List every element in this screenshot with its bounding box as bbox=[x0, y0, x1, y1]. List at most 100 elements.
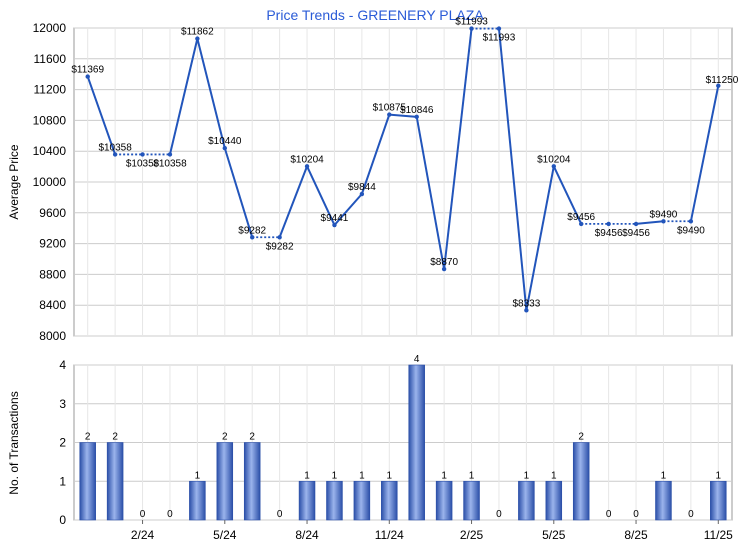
transactions-data-label: 0 bbox=[277, 509, 283, 520]
price-line-segment bbox=[525, 166, 555, 311]
transactions-data-label: 1 bbox=[524, 470, 530, 481]
price-data-label: $10358 bbox=[153, 158, 187, 169]
transactions-data-label: 0 bbox=[167, 509, 173, 520]
price-line-segment bbox=[415, 116, 446, 270]
price-data-label: $10440 bbox=[208, 136, 242, 147]
price-point bbox=[85, 74, 90, 79]
price-line-segment bbox=[689, 85, 720, 222]
transactions-bar bbox=[572, 442, 590, 521]
transactions-y-tick-label: 2 bbox=[59, 436, 66, 450]
price-point bbox=[688, 219, 694, 224]
price-point bbox=[332, 222, 337, 228]
price-data-label: $10358 bbox=[98, 142, 132, 153]
transactions-y-tick-label: 4 bbox=[59, 358, 66, 372]
transactions-data-label: 1 bbox=[304, 470, 310, 481]
price-point bbox=[661, 219, 666, 224]
price-point bbox=[551, 164, 556, 169]
count-y-axis-label: No. of Transactions bbox=[7, 391, 21, 494]
price-line-segment bbox=[306, 165, 336, 226]
price-point bbox=[387, 112, 392, 117]
price-y-tick-label: 10000 bbox=[33, 175, 67, 189]
price-y-axis-label: Average Price bbox=[7, 144, 21, 219]
price-point bbox=[524, 308, 529, 313]
transactions-data-label: 1 bbox=[551, 470, 557, 481]
transactions-data-label: 0 bbox=[688, 509, 694, 520]
price-y-tick-label: 11200 bbox=[34, 83, 67, 97]
price-y-tick-label: 9600 bbox=[39, 206, 66, 220]
price-point bbox=[304, 164, 310, 169]
price-panel: Average Price 8000 8400 8800 9200 9600 10000 1… bbox=[7, 17, 739, 343]
transactions-bar bbox=[710, 480, 727, 521]
price-data-label: $9456 bbox=[595, 228, 623, 239]
transactions-bar bbox=[463, 480, 480, 521]
x-axis-tick-label: 8/24 bbox=[295, 528, 319, 542]
transactions-bar bbox=[353, 480, 371, 521]
transactions-data-label: 1 bbox=[469, 470, 475, 481]
transactions-bar bbox=[79, 442, 96, 521]
transactions-bar bbox=[435, 480, 453, 521]
transactions-bar bbox=[298, 480, 316, 521]
price-point bbox=[633, 221, 639, 227]
price-data-label: $11250 bbox=[706, 75, 739, 86]
transactions-data-label: 2 bbox=[578, 432, 584, 443]
price-point bbox=[716, 83, 721, 88]
price-y-tick-label: 8000 bbox=[39, 329, 66, 343]
price-data-label: $9282 bbox=[238, 225, 266, 236]
price-point bbox=[359, 191, 365, 197]
transactions-data-label: 1 bbox=[441, 470, 447, 481]
price-point bbox=[112, 152, 118, 157]
price-point bbox=[606, 221, 611, 227]
transactions-data-label: 2 bbox=[222, 432, 228, 443]
transactions-data-label: 1 bbox=[332, 470, 338, 481]
price-y-tick-label: 12000 bbox=[33, 21, 67, 35]
price-data-label: $10875 bbox=[373, 103, 407, 114]
transactions-data-label: 1 bbox=[359, 470, 365, 481]
transactions-data-label: 4 bbox=[414, 354, 420, 365]
price-data-label: $11993 bbox=[455, 17, 488, 28]
x-axis-tick-label: 2/24 bbox=[131, 528, 155, 542]
x-axis-tick-label: 8/25 bbox=[624, 528, 648, 542]
x-axis-tick-label: 11/25 bbox=[704, 528, 733, 542]
transactions-data-label: 2 bbox=[112, 432, 118, 443]
transactions-bar bbox=[106, 442, 124, 521]
transactions-data-label: 0 bbox=[496, 509, 502, 520]
price-line-segment bbox=[278, 165, 308, 238]
price-y-tick-label: 10800 bbox=[33, 113, 67, 127]
price-data-label: $8870 bbox=[430, 257, 458, 268]
price-point bbox=[441, 266, 447, 272]
transactions-data-label: 0 bbox=[606, 509, 612, 520]
price-data-label: $9456 bbox=[622, 228, 650, 239]
price-line-segment bbox=[196, 38, 226, 149]
price-data-label: $9844 bbox=[348, 182, 376, 193]
x-axis-tick-label: 5/24 bbox=[213, 528, 237, 542]
price-data-label: $10204 bbox=[537, 154, 571, 165]
price-point bbox=[140, 152, 145, 157]
x-axis-tick-label: 5/25 bbox=[542, 528, 566, 542]
transactions-data-label: 1 bbox=[195, 470, 201, 481]
transactions-data-label: 0 bbox=[633, 509, 639, 520]
transactions-bar bbox=[189, 480, 206, 521]
transactions-bar bbox=[243, 442, 261, 521]
price-point bbox=[277, 235, 282, 240]
x-axis-tick-label: 2/25 bbox=[460, 528, 484, 542]
price-point bbox=[195, 36, 200, 41]
price-data-label: $11993 bbox=[483, 33, 516, 44]
price-data-label: $10204 bbox=[290, 154, 324, 165]
transactions-y-tick-label: 1 bbox=[59, 474, 66, 488]
transactions-bar bbox=[326, 480, 343, 521]
chart-title: Price Trends - GREENERY PLAZA bbox=[266, 7, 484, 23]
price-data-label: $8333 bbox=[512, 298, 540, 309]
transactions-data-label: 2 bbox=[85, 432, 91, 443]
price-y-tick-label: 11600 bbox=[34, 52, 67, 66]
transactions-data-label: 2 bbox=[249, 432, 255, 443]
price-data-label: $11369 bbox=[71, 65, 104, 76]
transactions-data-label: 1 bbox=[661, 470, 667, 481]
price-y-tick-label: 10400 bbox=[33, 144, 67, 158]
price-data-label: $10846 bbox=[400, 105, 434, 116]
price-data-label: $11862 bbox=[181, 27, 214, 38]
price-point bbox=[414, 114, 419, 120]
transactions-y-tick-label: 3 bbox=[59, 397, 66, 411]
transactions-data-label: 0 bbox=[140, 509, 146, 520]
